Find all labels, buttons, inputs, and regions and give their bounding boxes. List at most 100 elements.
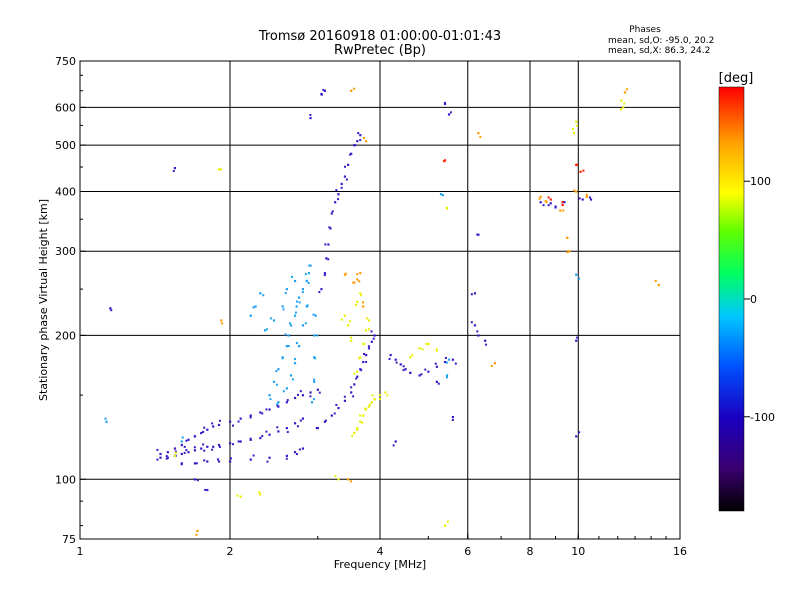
data-point: [183, 445, 186, 448]
data-point: [286, 399, 289, 402]
data-point: [206, 488, 209, 492]
y-tick-label: 300: [55, 245, 76, 258]
data-point: [156, 458, 159, 461]
colorbar-ticks: 100 0 -100: [744, 175, 775, 424]
data-point: [239, 440, 242, 443]
data-point: [159, 452, 162, 456]
data-point: [353, 87, 356, 90]
data-point: [352, 395, 355, 398]
x-axis-label: Frequency [MHz]: [334, 558, 426, 571]
data-point: [352, 281, 355, 284]
data-point: [470, 293, 473, 296]
data-point: [566, 236, 569, 239]
data-point: [276, 426, 279, 429]
data-point: [344, 272, 347, 275]
data-point: [282, 390, 285, 393]
data-point: [195, 462, 198, 465]
data-point: [297, 296, 301, 299]
data-point: [346, 478, 350, 481]
data-point: [356, 273, 359, 276]
axis-ticks: 1 2 4 6 8 10 16 75 100 200 300 400 500 600 750: [55, 55, 687, 558]
data-point: [239, 417, 242, 420]
data-point: [353, 281, 356, 284]
data-point: [308, 264, 311, 267]
data-point: [446, 520, 449, 523]
data-point: [252, 306, 255, 309]
data-point: [421, 348, 424, 351]
data-point: [623, 91, 627, 94]
data-point: [343, 314, 347, 317]
data-point: [337, 406, 340, 410]
data-point: [493, 362, 497, 365]
data-point: [350, 152, 353, 155]
data-point: [343, 175, 347, 178]
data-point: [285, 288, 288, 291]
data-point: [277, 430, 280, 433]
data-point: [269, 317, 272, 320]
data-point: [371, 394, 374, 397]
data-point: [249, 437, 252, 440]
data-point: [379, 398, 381, 401]
y-axis-label: Stationary phase Virtual Height [km]: [37, 199, 50, 401]
data-point: [360, 294, 363, 297]
data-point: [425, 342, 428, 345]
data-point: [328, 226, 331, 229]
data-point: [159, 456, 162, 459]
data-point: [312, 313, 315, 316]
data-point: [330, 414, 333, 417]
data-point: [310, 401, 314, 404]
data-point: [217, 460, 221, 463]
data-point: [473, 292, 477, 295]
stats-line-o: mean, sd,O: -95.0, 20.2: [608, 36, 714, 46]
data-point: [356, 278, 359, 281]
data-point: [348, 320, 351, 323]
data-point: [249, 416, 252, 419]
data-point: [298, 448, 301, 451]
data-point: [625, 88, 628, 91]
data-point: [316, 388, 319, 391]
data-point: [350, 336, 353, 339]
data-point: [367, 405, 371, 408]
data-point: [181, 436, 184, 439]
data-point: [313, 334, 316, 337]
data-point: [367, 345, 370, 348]
data-point: [654, 279, 657, 282]
data-point: [353, 372, 356, 375]
data-point: [216, 458, 219, 461]
data-point: [276, 403, 279, 406]
data-point: [350, 391, 353, 394]
data-point: [359, 292, 362, 295]
data-point: [217, 423, 221, 427]
data-point: [323, 420, 327, 423]
data-point: [538, 197, 541, 200]
data-point: [262, 294, 265, 297]
colorbar-tick-label: -100: [750, 411, 775, 424]
data-point: [362, 301, 365, 304]
data-point: [229, 442, 232, 445]
data-point: [547, 204, 550, 207]
data-point: [268, 433, 271, 436]
data-point: [282, 308, 285, 311]
data-point: [330, 212, 333, 215]
data-point: [327, 243, 330, 246]
data-point: [166, 456, 169, 459]
data-point: [563, 201, 566, 204]
data-point: [373, 398, 376, 401]
data-point: [297, 345, 301, 348]
data-point: [372, 337, 375, 340]
data-point: [420, 373, 423, 376]
data-point: [345, 178, 348, 181]
data-point: [360, 369, 363, 372]
data-point: [275, 370, 278, 373]
data-point: [166, 451, 169, 454]
x-tick-label: 4: [377, 545, 384, 558]
data-point: [334, 475, 337, 478]
data-point: [547, 196, 550, 199]
data-point: [193, 435, 196, 438]
data-point: [259, 411, 262, 414]
data-point: [322, 88, 325, 91]
data-point: [435, 380, 438, 383]
data-point: [576, 163, 579, 166]
data-point: [418, 347, 421, 350]
data-point: [265, 328, 268, 331]
